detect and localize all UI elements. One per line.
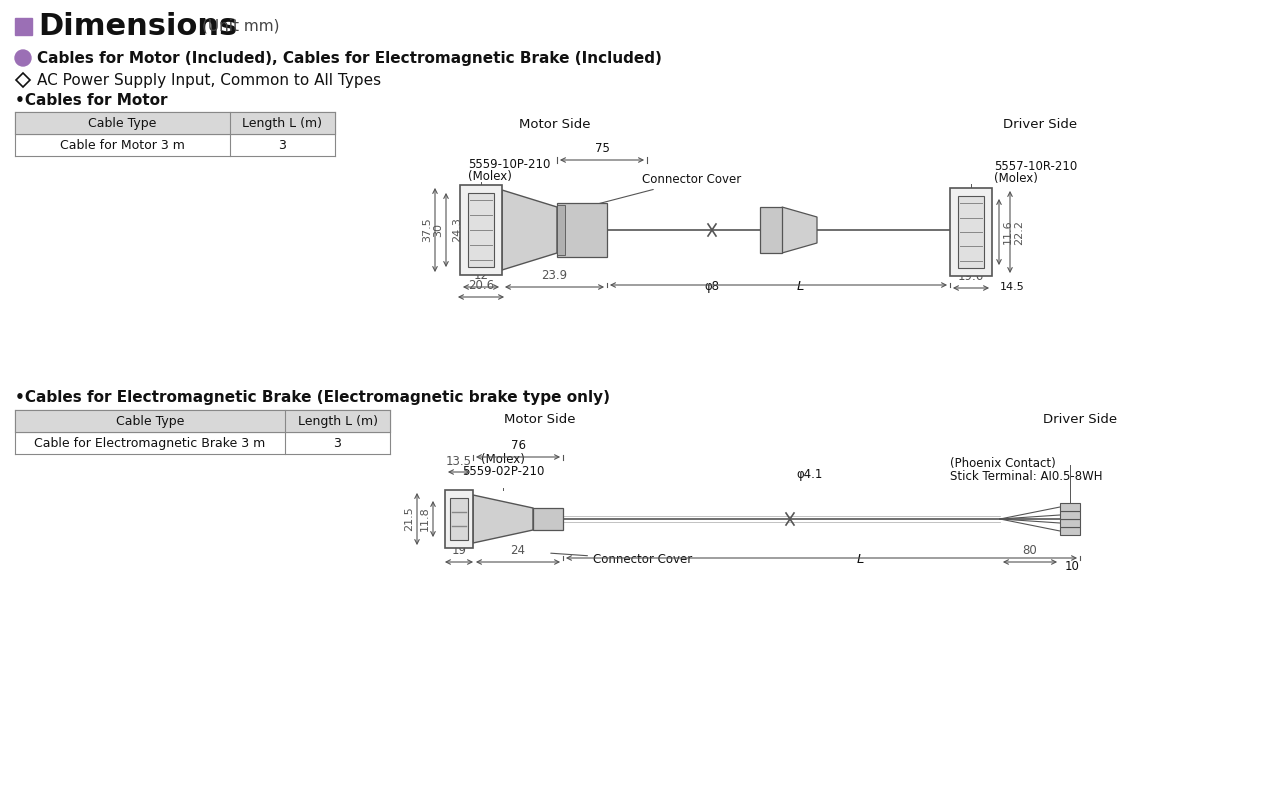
Text: 10: 10 <box>1065 560 1080 573</box>
Text: (Unit mm): (Unit mm) <box>202 18 279 33</box>
Bar <box>15 410 390 432</box>
Bar <box>1060 511 1080 519</box>
Bar <box>15 112 335 134</box>
Text: 76: 76 <box>511 439 526 452</box>
Bar <box>557 203 607 257</box>
Text: Cable for Electromagnetic Brake 3 m: Cable for Electromagnetic Brake 3 m <box>35 436 266 449</box>
Text: (Molex): (Molex) <box>481 453 525 466</box>
Text: Cable Type: Cable Type <box>88 117 156 130</box>
Text: 19.6: 19.6 <box>957 270 984 283</box>
Polygon shape <box>474 495 532 543</box>
Bar <box>557 205 564 255</box>
Text: 5559-10P-210: 5559-10P-210 <box>468 158 550 171</box>
Text: (Molex): (Molex) <box>995 172 1038 185</box>
Text: 5557-10R-210: 5557-10R-210 <box>995 160 1078 173</box>
Text: 23.9: 23.9 <box>541 269 567 282</box>
Bar <box>468 193 494 267</box>
Bar <box>460 185 502 275</box>
Text: 24: 24 <box>511 544 526 557</box>
Text: Driver Side: Driver Side <box>1004 118 1076 131</box>
Text: Motor Side: Motor Side <box>504 413 576 426</box>
Text: 12: 12 <box>474 269 489 282</box>
Bar <box>451 498 468 540</box>
Text: 21.5: 21.5 <box>404 506 413 531</box>
Text: 75: 75 <box>595 142 609 155</box>
Bar <box>1060 527 1080 535</box>
Text: 11.6: 11.6 <box>1004 219 1012 244</box>
Bar <box>950 188 992 276</box>
Text: 19: 19 <box>452 544 466 557</box>
Text: Length L (m): Length L (m) <box>242 117 323 130</box>
Text: L: L <box>796 280 804 293</box>
Text: Driver Side: Driver Side <box>1043 413 1117 426</box>
Text: 3: 3 <box>279 138 287 152</box>
Text: AC Power Supply Input, Common to All Types: AC Power Supply Input, Common to All Typ… <box>37 72 381 87</box>
Text: 24.3: 24.3 <box>452 218 462 242</box>
Text: 80: 80 <box>1023 544 1037 557</box>
Text: 22.2: 22.2 <box>1014 219 1024 245</box>
Bar <box>1060 503 1080 511</box>
Text: 37.5: 37.5 <box>422 218 433 242</box>
Circle shape <box>15 50 31 66</box>
Bar <box>15 18 32 35</box>
Text: 20.6: 20.6 <box>468 279 494 292</box>
Text: φ4.1: φ4.1 <box>797 468 823 481</box>
Text: Connector Cover: Connector Cover <box>550 553 692 566</box>
Text: 13.5: 13.5 <box>445 455 472 468</box>
Text: (Molex): (Molex) <box>468 170 512 183</box>
Bar <box>445 490 474 548</box>
Text: 14.5: 14.5 <box>1000 282 1025 292</box>
Polygon shape <box>502 190 557 270</box>
Text: 30: 30 <box>433 223 443 237</box>
Text: Connector Cover: Connector Cover <box>585 173 741 207</box>
Text: 11.8: 11.8 <box>420 506 430 531</box>
Text: 5559-02P-210: 5559-02P-210 <box>462 465 544 478</box>
Bar <box>532 508 563 530</box>
Text: •Cables for Electromagnetic Brake (Electromagnetic brake type only): •Cables for Electromagnetic Brake (Elect… <box>15 390 611 405</box>
Text: Cables for Motor (Included), Cables for Electromagnetic Brake (Included): Cables for Motor (Included), Cables for … <box>37 51 662 65</box>
Text: (Phoenix Contact): (Phoenix Contact) <box>950 457 1056 470</box>
Polygon shape <box>782 207 817 253</box>
Text: 3: 3 <box>334 436 342 449</box>
Text: Stick Terminal: AI0.5-8WH: Stick Terminal: AI0.5-8WH <box>950 470 1102 483</box>
Bar <box>760 207 782 253</box>
Text: Cable Type: Cable Type <box>115 414 184 428</box>
Text: L: L <box>856 553 864 566</box>
Text: Length L (m): Length L (m) <box>297 414 378 428</box>
Text: φ8: φ8 <box>704 280 719 293</box>
Bar <box>1060 519 1080 527</box>
Text: Dimensions: Dimensions <box>38 11 237 41</box>
Text: Motor Side: Motor Side <box>520 118 591 131</box>
Text: Cable for Motor 3 m: Cable for Motor 3 m <box>60 138 184 152</box>
Text: •Cables for Motor: •Cables for Motor <box>15 92 168 107</box>
Bar <box>957 196 984 268</box>
